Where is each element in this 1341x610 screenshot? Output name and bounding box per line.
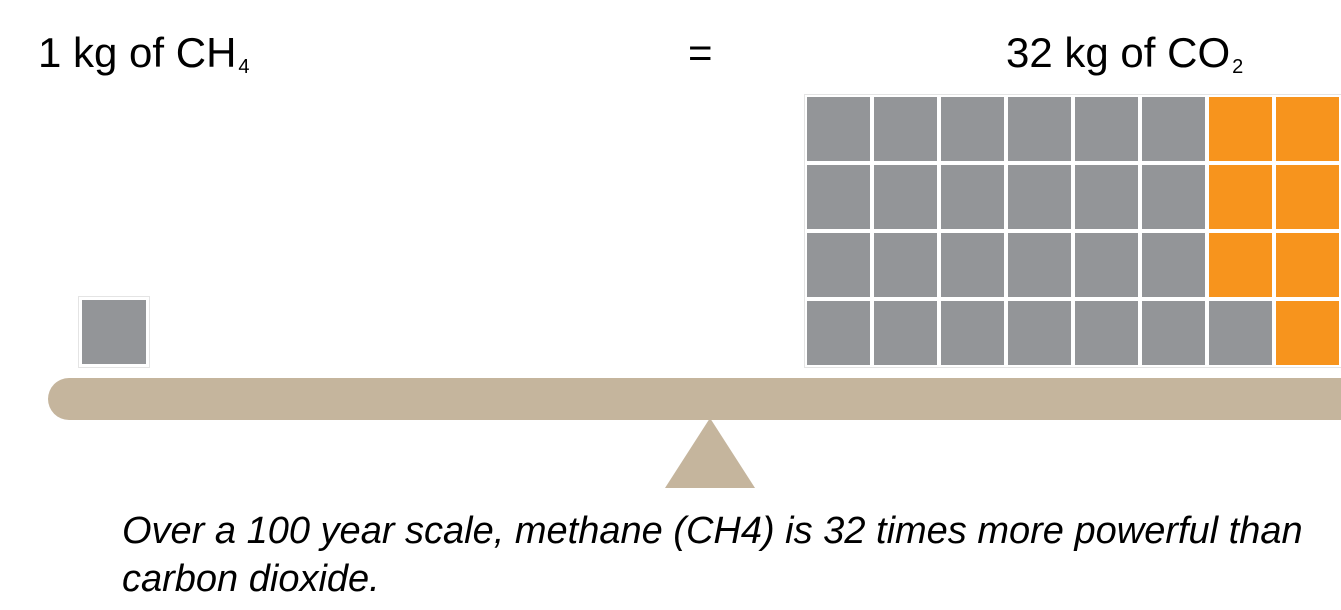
- co2-kg-block: [805, 299, 872, 367]
- co2-kg-block: [1073, 95, 1140, 163]
- co2-kg-block: [805, 163, 872, 231]
- co2-kg-block: [1207, 299, 1274, 367]
- co2-kg-block: [872, 231, 939, 299]
- co2-kg-block: [1274, 231, 1341, 299]
- caption-text: Over a 100 year scale, methane (CH4) is …: [122, 510, 1303, 600]
- right-label-subscript: 2: [1232, 56, 1244, 78]
- co2-kg-block: [1140, 163, 1207, 231]
- co2-kg-block: [1207, 95, 1274, 163]
- left-label-subscript: 4: [238, 56, 250, 78]
- co2-kg-block: [1006, 299, 1073, 367]
- co2-kg-block: [872, 299, 939, 367]
- co2-kg-block: [1274, 95, 1341, 163]
- co2-kg-block: [1073, 299, 1140, 367]
- right-side-label: 32 kg of CO 2: [1006, 29, 1243, 78]
- co2-kg-block: [1073, 163, 1140, 231]
- co2-kg-block: [939, 299, 1006, 367]
- co2-kg-block: [1006, 231, 1073, 299]
- co2-kg-block: [1006, 95, 1073, 163]
- carbon-dioxide-block-grid: [804, 94, 1341, 368]
- methane-kg-block: [78, 296, 150, 368]
- co2-kg-block: [1140, 299, 1207, 367]
- balance-beam: [48, 378, 1341, 420]
- left-side-label: 1 kg of CH 4: [38, 29, 250, 78]
- co2-kg-block: [872, 163, 939, 231]
- co2-kg-block: [1140, 231, 1207, 299]
- co2-kg-block: [1140, 95, 1207, 163]
- co2-kg-block: [939, 95, 1006, 163]
- left-label-text: 1 kg of CH: [38, 29, 237, 76]
- co2-kg-block: [939, 163, 1006, 231]
- right-label-text: 32 kg of CO: [1006, 29, 1231, 76]
- balance-fulcrum: [665, 418, 755, 488]
- co2-kg-block: [1073, 231, 1140, 299]
- co2-kg-block: [1207, 163, 1274, 231]
- co2-kg-block: [872, 95, 939, 163]
- equals-sign: =: [688, 29, 713, 76]
- co2-kg-block: [1207, 231, 1274, 299]
- co2-kg-block: [805, 95, 872, 163]
- co2-kg-block: [1274, 163, 1341, 231]
- co2-kg-block: [805, 231, 872, 299]
- co2-kg-block: [1006, 163, 1073, 231]
- co2-kg-block: [1274, 299, 1341, 367]
- co2-kg-block: [939, 231, 1006, 299]
